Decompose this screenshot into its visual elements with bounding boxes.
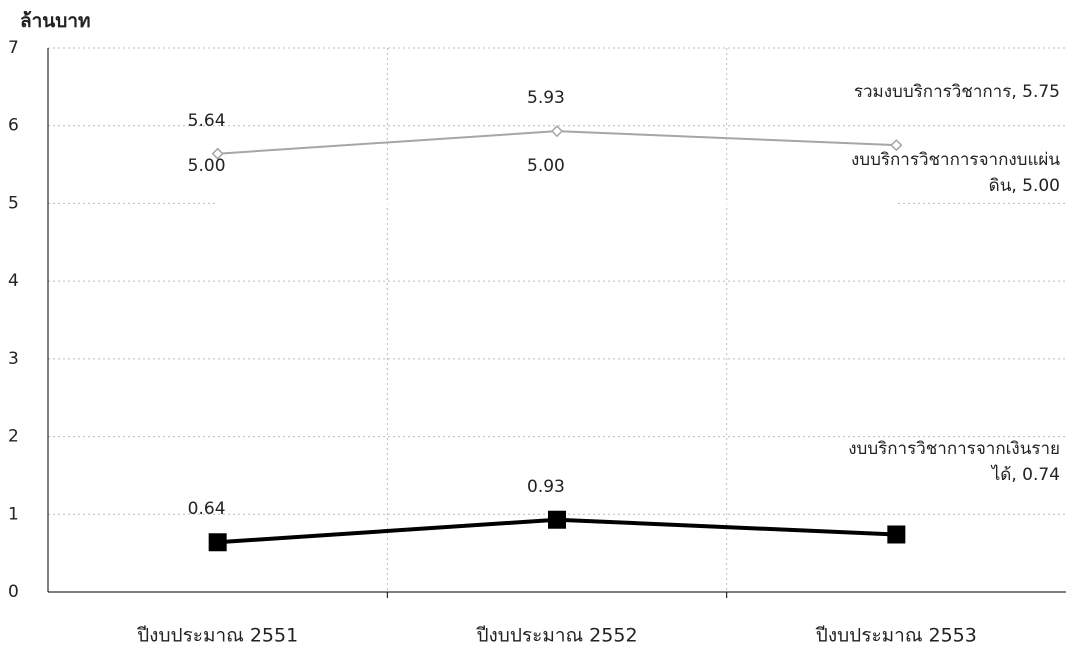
x-tick-label: ปีงบประมาณ 2551	[136, 625, 298, 647]
marker	[890, 139, 903, 152]
x-tick-label: ปีงบประมาณ 2553	[815, 625, 977, 647]
data-label: งบบริการวิชาการจากงบแผ่นดิน, 5.00	[850, 150, 1060, 197]
y-tick-label: 2	[8, 427, 19, 447]
data-label: 0.64	[187, 499, 226, 520]
data-label: งบบริการวิชาการจากเงินรายได้, 0.74	[848, 439, 1060, 486]
y-tick-label: 3	[8, 349, 19, 369]
y-tick-label: 1	[8, 504, 19, 524]
y-tick-label: 4	[8, 271, 19, 291]
marker	[548, 510, 566, 529]
y-tick-label: 5	[8, 193, 19, 213]
y-tick-label: 6	[8, 116, 19, 136]
data-label: รวมงบบริการวิชาการ, 5.75	[853, 82, 1060, 103]
data-label: 5.00	[187, 156, 226, 177]
marker	[550, 125, 564, 138]
y-tick-label: 7	[8, 38, 19, 58]
y-tick-label: 0	[8, 582, 19, 602]
data-label: 5.93	[527, 88, 565, 109]
y-axis-label: ล้านบาท	[20, 10, 91, 32]
marker	[887, 525, 906, 544]
data-label: 0.93	[527, 476, 565, 497]
marker	[208, 533, 227, 552]
data-label: 5.00	[527, 156, 565, 177]
x-tick-label: ปีงบประมาณ 2552	[476, 625, 638, 647]
marker	[211, 147, 224, 160]
data-label: 5.64	[187, 110, 226, 131]
